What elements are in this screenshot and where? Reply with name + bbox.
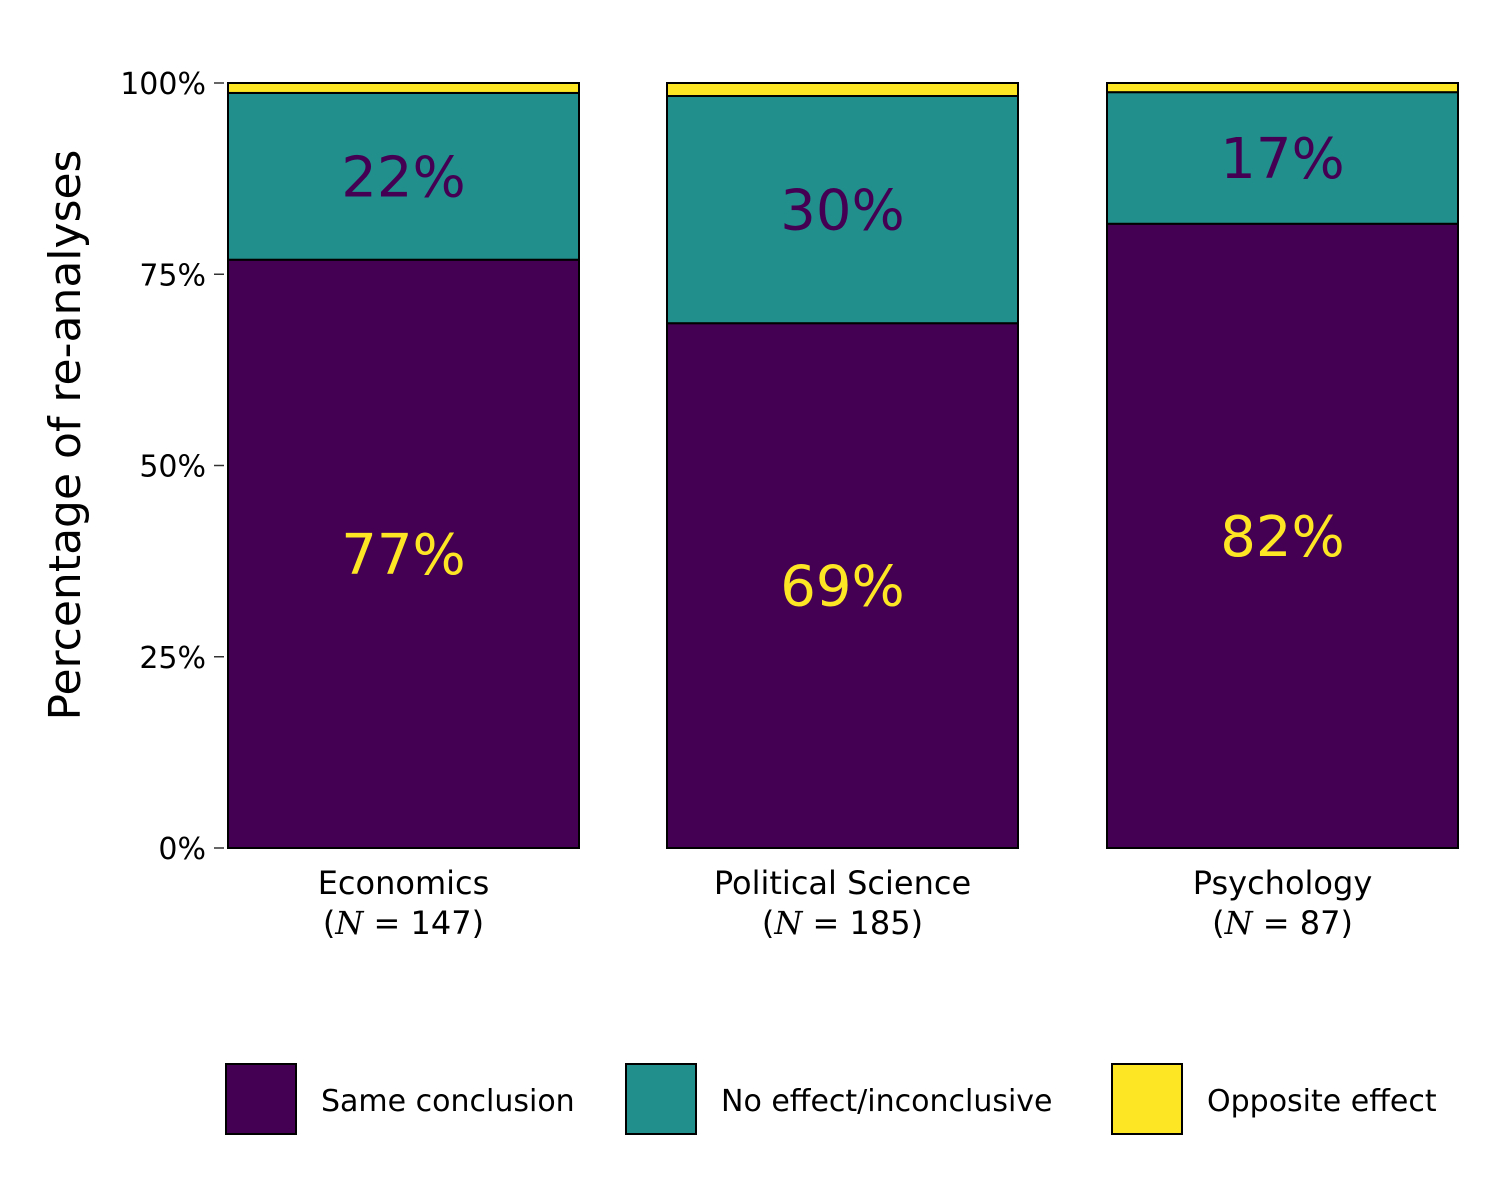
bars — [227, 82, 1459, 849]
legend: Same conclusion No effect/inconclusive Opp… — [225, 1063, 1437, 1135]
x-axis-labels: Economics(N = 147)Political Science(N = … — [318, 864, 1373, 942]
legend-label: Opposite effect — [1207, 1084, 1437, 1119]
legend-label: Same conclusion — [321, 1084, 575, 1119]
legend-label: No effect/inconclusive — [721, 1084, 1053, 1119]
y-tick-label: 75% — [139, 258, 206, 293]
bar-segment — [227, 82, 580, 94]
bar-segment — [666, 322, 1019, 849]
data-label: 17% — [1220, 127, 1344, 192]
bar-segment — [1106, 222, 1459, 849]
x-category-count: (N = 185) — [762, 904, 923, 942]
bar-segment — [227, 91, 580, 261]
bar-segment — [227, 258, 580, 849]
x-category-count: (N = 87) — [1212, 904, 1353, 942]
data-labels: 77% 22% 69% 30% 82% 17% — [341, 127, 1344, 620]
y-axis-ticks: 0% 25% 50% 75% 100% — [120, 67, 224, 867]
legend-swatch — [1111, 1063, 1183, 1135]
y-axis-title: Percentage of re-analyses — [40, 150, 91, 721]
data-label: 69% — [780, 555, 904, 620]
y-tick-label: 50% — [139, 450, 206, 485]
data-label: 77% — [341, 523, 465, 588]
y-tick-label: 25% — [139, 641, 206, 676]
x-category-label: Political Science — [714, 864, 971, 902]
bar-segment — [666, 82, 1019, 98]
x-category-label: Psychology — [1193, 864, 1373, 902]
x-category-label: Economics — [318, 864, 490, 902]
x-category-count: (N = 147) — [323, 904, 484, 942]
y-tick-label: 0% — [158, 832, 206, 867]
bar-segment — [1106, 82, 1459, 94]
legend-swatch — [225, 1063, 297, 1135]
bar-segment — [1106, 91, 1459, 225]
bar-segment — [666, 95, 1019, 325]
data-label: 22% — [341, 145, 465, 210]
data-label: 82% — [1220, 505, 1344, 570]
data-label: 30% — [780, 179, 904, 244]
legend-swatch — [625, 1063, 697, 1135]
y-tick-label: 100% — [120, 67, 206, 102]
